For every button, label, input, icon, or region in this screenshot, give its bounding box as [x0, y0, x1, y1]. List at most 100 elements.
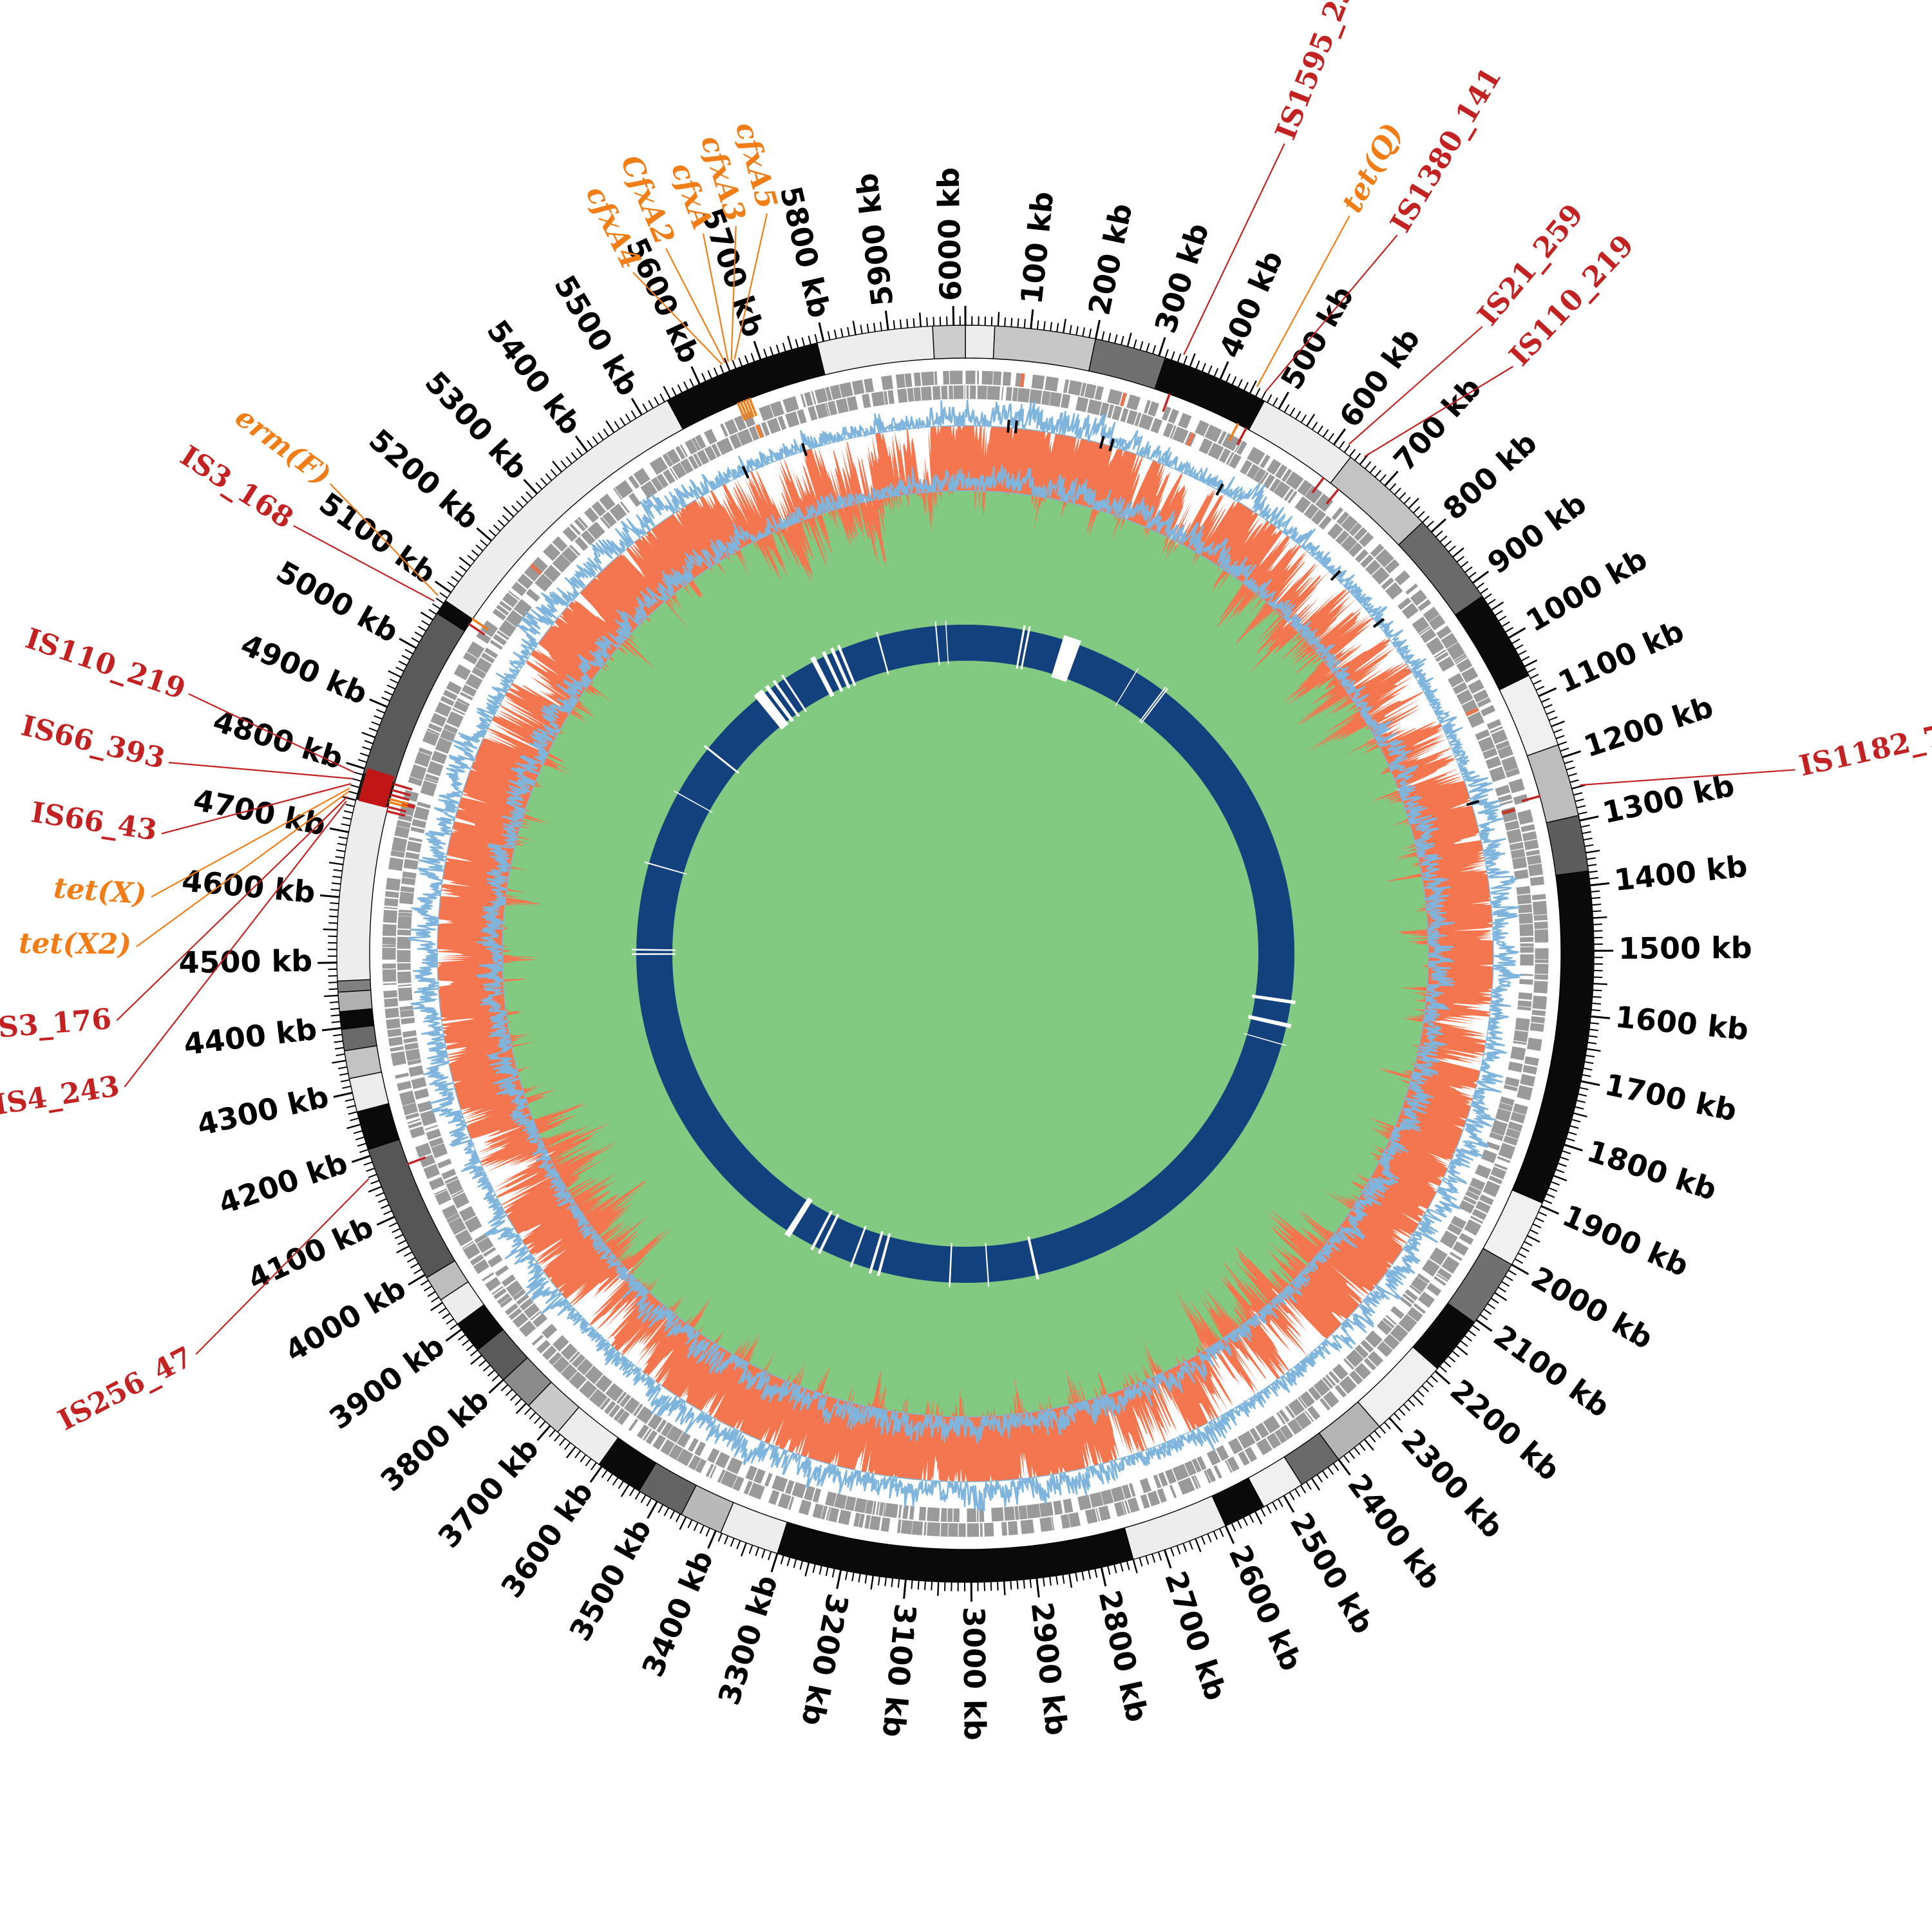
- gene-rings: [382, 370, 1549, 1537]
- contig-segment: [992, 325, 1097, 372]
- annotation-leader-line: [116, 796, 348, 1021]
- gene-bar-highlight: [1186, 432, 1195, 446]
- axis-tick-label: 1300 kb: [1600, 768, 1738, 830]
- alignment-gap: [876, 632, 889, 675]
- major-ticks: [317, 306, 1614, 1602]
- axis-tick-label: 3100 kb: [876, 1602, 923, 1739]
- annotation-leader-line: [1256, 215, 1350, 388]
- axis-tick-label: 2800 kb: [1092, 1587, 1155, 1725]
- annotation-dash: [736, 402, 746, 421]
- annotation-leader-line: [188, 693, 355, 773]
- annotation-leader-line: [1265, 234, 1398, 392]
- gc-black-mark: [800, 442, 808, 457]
- alignment-gap: [829, 647, 851, 689]
- gene-bar-highlight: [1019, 373, 1025, 388]
- gene-bar-row: [382, 370, 1549, 1537]
- gc-black-mark: [1215, 483, 1224, 496]
- axis-tick-label: 4100 kb: [243, 1209, 379, 1297]
- gene-bar-highlight: [1119, 392, 1128, 407]
- gc-track-baseline: [437, 425, 1494, 1482]
- annotation-dash: [1311, 477, 1325, 494]
- emphasis-arcs: [358, 768, 395, 808]
- gc-black-mark: [1099, 435, 1105, 450]
- annotation-dash: [745, 398, 755, 418]
- contig-segment: [337, 979, 372, 993]
- gc-track-above-spikes: [408, 399, 1522, 1511]
- contig-segment: [1526, 744, 1579, 824]
- alignment-gap: [781, 674, 807, 712]
- axis-tick-label: 1800 kb: [1583, 1133, 1721, 1208]
- minor-ticks: [327, 316, 1604, 1591]
- gene-bar-highlight: [1501, 808, 1516, 815]
- annotation-leader-line: [293, 525, 435, 602]
- alignment-gap: [1051, 635, 1081, 683]
- axis-tick-label: 400 kb: [1212, 245, 1289, 363]
- annotation-dash: [1228, 422, 1240, 441]
- contig-segment-ring: [336, 325, 1595, 1583]
- contig-segment: [1546, 815, 1589, 876]
- annotation-leader-line: [151, 788, 350, 898]
- is-element-annotation-label: IS3_176: [0, 1003, 113, 1045]
- alignment-gap: [764, 685, 794, 723]
- alignment-gap: [810, 1210, 833, 1251]
- axis-tick-label: 5900 kb: [849, 171, 900, 308]
- gene-bar-highlight: [755, 424, 764, 439]
- alignment-gap: [784, 1197, 813, 1238]
- annotation-dash: [1325, 488, 1340, 505]
- gc-black-mark: [1330, 570, 1341, 582]
- alignment-gap: [837, 645, 857, 687]
- axis-tick-label: 800 kb: [1436, 425, 1543, 527]
- axis-tick-label: 5500 kb: [547, 269, 646, 402]
- axis-tick-label: 2700 kb: [1158, 1567, 1233, 1705]
- axis-tick-label: 2900 kb: [1025, 1600, 1074, 1737]
- is-element-annotation-label: IS1182_71: [1796, 715, 1932, 783]
- axis-tick-label: 3400 kb: [635, 1546, 720, 1682]
- gene-bar-highlight: [529, 563, 542, 576]
- annotation-leader-line: [1580, 769, 1795, 786]
- is-element-annotation-label: IS1595_235: [1269, 0, 1368, 144]
- alignment-gap: [945, 620, 949, 665]
- axis-tick-label: 2000 kb: [1526, 1260, 1659, 1356]
- axis-tick-label: 4700 kb: [191, 782, 328, 842]
- annotation-leader-line: [195, 1178, 370, 1355]
- gene-bar-highlight: [1465, 707, 1479, 717]
- annotation-leader-line: [1183, 143, 1285, 355]
- contig-segment: [341, 1025, 377, 1052]
- alignment-gap: [949, 1243, 952, 1287]
- alignment-gap: [876, 1233, 891, 1276]
- alignment-gap: [632, 949, 676, 951]
- annotation-leader-line: [329, 483, 439, 596]
- annotation-leader-line: [665, 248, 726, 364]
- alignment-gap: [674, 790, 713, 813]
- annotation-leader-line: [1348, 326, 1483, 445]
- alignment-gap: [1016, 625, 1026, 669]
- axis-tick-label: 100 kb: [1014, 190, 1060, 306]
- axis-tick-label: 4500 kb: [178, 943, 312, 980]
- annotation-leader-line: [730, 225, 737, 361]
- gc-black-mark: [1014, 420, 1018, 433]
- gc-black-mark: [741, 466, 750, 479]
- alignment-gap: [1244, 1033, 1287, 1046]
- alignment-ring: [631, 620, 1296, 1287]
- annotation-dash: [392, 789, 411, 797]
- axis-tick-label: 4000 kb: [279, 1271, 412, 1368]
- annotation-dash: [468, 623, 486, 636]
- annotation-dash: [406, 1156, 426, 1166]
- annotation-dash: [1162, 393, 1171, 412]
- annotation-dash: [1521, 795, 1541, 802]
- annotation-leader-line: [734, 213, 768, 360]
- annotation-leader-line: [136, 791, 350, 947]
- annotation-dash: [388, 800, 408, 808]
- axis-tick-label: 5000 kb: [270, 554, 404, 649]
- axis-tick-label: 4300 kb: [194, 1079, 332, 1142]
- annotation-dash: [471, 618, 489, 630]
- gc-black-marks: [741, 419, 1480, 806]
- axis-tick-label: 1900 kb: [1557, 1198, 1694, 1283]
- gc-black-mark: [1372, 618, 1385, 629]
- annotation-dash: [389, 797, 409, 806]
- gc-black-mark: [1108, 438, 1115, 452]
- is-element-annotation-label: IS256_47: [53, 1340, 198, 1437]
- is-element-annotation-label: IS4_243: [0, 1070, 122, 1122]
